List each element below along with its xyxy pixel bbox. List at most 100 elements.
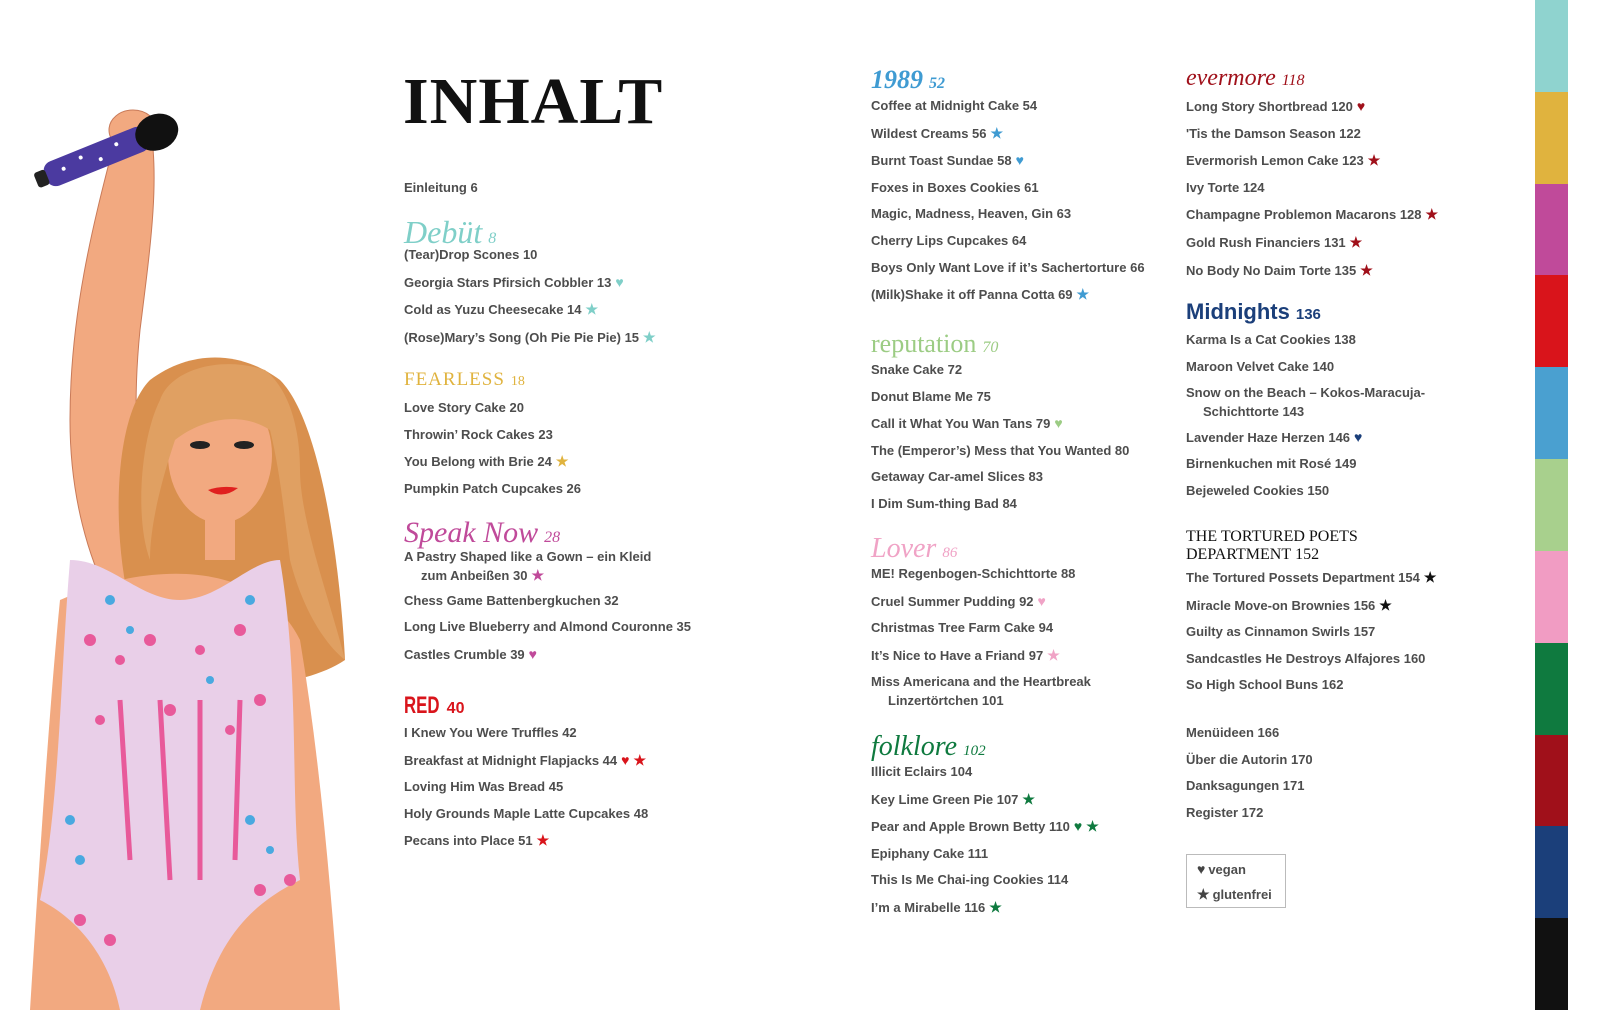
toc-entry[interactable]: Birnenkuchen mit Rosé 149 bbox=[1186, 451, 1425, 478]
section-heading[interactable]: THE TORTURED POETS DEPARTMENT 152 bbox=[1186, 528, 1406, 564]
toc-entry[interactable]: Wildest Creams 56 ★ bbox=[871, 120, 1145, 148]
section-ttpd: THE TORTURED POETS DEPARTMENT 152 The Tort… bbox=[1186, 528, 1436, 699]
toc-entry[interactable]: Foxes in Boxes Cookies 61 bbox=[871, 175, 1145, 202]
toc-entry[interactable]: You Belong with Brie 24 ★ bbox=[404, 448, 581, 476]
heart-icon: ♥ bbox=[1354, 428, 1363, 445]
toc-entry[interactable]: Pecans into Place 51 ★ bbox=[404, 827, 648, 855]
toc-entry[interactable]: No Body No Daim Torte 135 ★ bbox=[1186, 257, 1438, 285]
toc-entry[interactable]: It’s Nice to Have a Friand 97 ★ bbox=[871, 642, 1091, 670]
toc-entry[interactable]: The (Emperor’s) Mess that You Wanted 80 bbox=[871, 438, 1129, 465]
entry-text: Danksagungen 171 bbox=[1186, 778, 1305, 794]
toc-entry[interactable]: Karma Is a Cat Cookies 138 bbox=[1186, 327, 1425, 354]
toc-entry[interactable]: Bejeweled Cookies 150 bbox=[1186, 478, 1425, 505]
toc-entry[interactable]: Burnt Toast Sundae 58 ♥ bbox=[871, 147, 1145, 175]
toc-entry[interactable]: Maroon Velvet Cake 140 bbox=[1186, 354, 1425, 381]
color-tab[interactable] bbox=[1535, 367, 1568, 460]
section-reputation: reputation 70 Snake Cake 72 Donut Blame Me … bbox=[871, 329, 1129, 518]
toc-entry[interactable]: Miss Americana and the Heartbreak Linzert… bbox=[871, 669, 1091, 713]
section-heading[interactable]: Debüt 8 bbox=[404, 214, 656, 250]
toc-entry[interactable]: Georgia Stars Pfirsich Cobbler 13 ♥ bbox=[404, 269, 656, 297]
toc-entry[interactable]: Loving Him Was Bread 45 bbox=[404, 774, 648, 801]
color-tab[interactable] bbox=[1535, 459, 1568, 551]
toc-entry[interactable]: Boys Only Want Love if it’s Sachertortur… bbox=[871, 255, 1145, 282]
toc-entry[interactable]: Key Lime Green Pie 107 ★ bbox=[871, 786, 1099, 814]
color-tab[interactable] bbox=[1535, 550, 1568, 643]
toc-entry[interactable]: Champagne Problemon Macarons 128 ★ bbox=[1186, 201, 1438, 229]
toc-entry[interactable]: Cherry Lips Cupcakes 64 bbox=[871, 228, 1145, 255]
color-tab[interactable] bbox=[1535, 642, 1568, 735]
toc-entry[interactable]: Ivy Torte 124 bbox=[1186, 175, 1438, 202]
toc-entry[interactable]: Donut Blame Me 75 bbox=[871, 384, 1129, 411]
toc-entry[interactable]: Miracle Move-on Brownies 156 ★ bbox=[1186, 592, 1436, 620]
toc-entry[interactable]: Long Story Shortbread 120 ♥ bbox=[1186, 93, 1438, 121]
toc-entry[interactable]: Epiphany Cake 111 bbox=[871, 841, 1099, 868]
section-heading[interactable]: FEARLESS 18 bbox=[404, 367, 581, 395]
section-heading[interactable]: evermore 118 bbox=[1186, 65, 1438, 93]
toc-entry[interactable]: Menüideen 166 bbox=[1186, 720, 1313, 747]
toc-entry[interactable]: I Knew You Were Truffles 42 bbox=[404, 720, 648, 747]
color-tab[interactable] bbox=[1535, 918, 1568, 1010]
section-title: Speak Now bbox=[404, 516, 539, 549]
section-heading[interactable]: RED 40 bbox=[404, 692, 648, 720]
toc-entry[interactable]: Danksagungen 171 bbox=[1186, 773, 1313, 800]
entry-text: Pear and Apple Brown Betty 110 ♥ ★ bbox=[871, 818, 1099, 835]
toc-entry[interactable]: Coffee at Midnight Cake 54 bbox=[871, 93, 1145, 120]
color-tab[interactable] bbox=[1535, 0, 1568, 92]
section-heading[interactable]: 1989 52 bbox=[871, 65, 1145, 94]
toc-entry[interactable]: Chess Game Battenbergkuchen 32 bbox=[404, 588, 691, 615]
section-page: 152 bbox=[1295, 546, 1320, 563]
section-heading[interactable]: Lover 86 bbox=[871, 533, 1091, 564]
toc-entry[interactable]: Sandcastles He Destroys Alfajores 160 bbox=[1186, 646, 1436, 673]
toc-entry[interactable]: Throwin’ Rock Cakes 23 bbox=[404, 422, 581, 449]
toc-entry[interactable]: Breakfast at Midnight Flapjacks 44 ♥ ★ bbox=[404, 747, 648, 775]
toc-entry[interactable]: I Dim Sum-thing Bad 84 bbox=[871, 491, 1129, 518]
section-heading[interactable]: reputation 70 bbox=[871, 329, 1129, 358]
toc-entry[interactable]: (Rose)Mary’s Song (Oh Pie Pie Pie) 15 ★ bbox=[404, 324, 656, 352]
toc-entry[interactable]: Holy Grounds Maple Latte Cupcakes 48 bbox=[404, 801, 648, 828]
toc-entry[interactable]: Guilty as Cinnamon Swirls 157 bbox=[1186, 619, 1436, 646]
color-tab[interactable] bbox=[1535, 734, 1568, 827]
entry-text: Miracle Move-on Brownies 156 ★ bbox=[1186, 596, 1392, 613]
toc-entry[interactable]: Evermorish Lemon Cake 123 ★ bbox=[1186, 147, 1438, 175]
section-heading[interactable]: Midnights 136 bbox=[1186, 299, 1425, 327]
toc-entry[interactable]: ME! Regenbogen-Schichttorte 88 bbox=[871, 561, 1091, 588]
toc-entry[interactable]: Magic, Madness, Heaven, Gin 63 bbox=[871, 201, 1145, 228]
toc-entry[interactable]: Pear and Apple Brown Betty 110 ♥ ★ bbox=[871, 813, 1099, 841]
toc-entry[interactable]: The Tortured Possets Department 154 ★ bbox=[1186, 564, 1436, 592]
toc-entry[interactable]: Long Live Blueberry and Almond Couronne … bbox=[404, 614, 691, 641]
toc-entry[interactable]: Register 172 bbox=[1186, 800, 1313, 827]
toc-entry[interactable]: Über die Autorin 170 bbox=[1186, 747, 1313, 774]
entry-text: Pecans into Place 51 ★ bbox=[404, 832, 550, 849]
color-tab[interactable] bbox=[1535, 91, 1568, 184]
star-icon: ★ bbox=[536, 832, 550, 849]
toc-entry[interactable]: Snow on the Beach – Kokos-Maracuja- Schic… bbox=[1186, 380, 1425, 424]
section-heading[interactable]: Speak Now 28 bbox=[404, 516, 691, 549]
toc-entry[interactable]: Illicit Eclairs 104 bbox=[871, 759, 1099, 786]
toc-entry[interactable]: (Milk)Shake it off Panna Cotta 69 ★ bbox=[871, 281, 1145, 309]
color-tab[interactable] bbox=[1535, 183, 1568, 276]
toc-entry[interactable]: Call it What You Wan Tans 79 ♥ bbox=[871, 410, 1129, 438]
toc-entry[interactable]: Lavender Haze Herzen 146 ♥ bbox=[1186, 424, 1425, 452]
section-heading[interactable]: folklore 102 bbox=[871, 731, 1099, 762]
toc-entry[interactable]: A Pastry Shaped like a Gown – ein Kleid z… bbox=[404, 544, 691, 588]
toc-entry[interactable]: Cold as Yuzu Cheesecake 14 ★ bbox=[404, 296, 656, 324]
entry-text: You Belong with Brie 24 ★ bbox=[404, 453, 569, 470]
toc-entry[interactable]: Gold Rush Financiers 131 ★ bbox=[1186, 229, 1438, 257]
toc-entry[interactable]: So High School Buns 162 bbox=[1186, 672, 1436, 699]
toc-entry[interactable]: Cruel Summer Pudding 92 ♥ bbox=[871, 588, 1091, 616]
entry-text: I Knew You Were Truffles 42 bbox=[404, 725, 577, 740]
toc-entry[interactable]: Castles Crumble 39 ♥ bbox=[404, 641, 691, 669]
color-tab[interactable] bbox=[1535, 826, 1568, 919]
toc-entry[interactable]: Christmas Tree Farm Cake 94 bbox=[871, 615, 1091, 642]
toc-entry[interactable]: I’m a Mirabelle 116 ★ bbox=[871, 894, 1099, 922]
section-title: Lover bbox=[871, 533, 937, 564]
toc-entry[interactable]: Love Story Cake 20 bbox=[404, 395, 581, 422]
toc-entry[interactable]: Einleitung 6 bbox=[404, 175, 478, 202]
toc-entry[interactable]: Getaway Car-amel Slices 83 bbox=[871, 464, 1129, 491]
toc-entry[interactable]: 'Tis the Damson Season 122 bbox=[1186, 121, 1438, 148]
toc-entry[interactable]: This Is Me Chai-ing Cookies 114 bbox=[871, 867, 1099, 894]
toc-entry[interactable]: Pumpkin Patch Cupcakes 26 bbox=[404, 476, 581, 503]
toc-entry[interactable]: (Tear)Drop Scones 10 bbox=[404, 242, 656, 269]
color-tab[interactable] bbox=[1535, 275, 1568, 368]
toc-entry[interactable]: Snake Cake 72 bbox=[871, 357, 1129, 384]
